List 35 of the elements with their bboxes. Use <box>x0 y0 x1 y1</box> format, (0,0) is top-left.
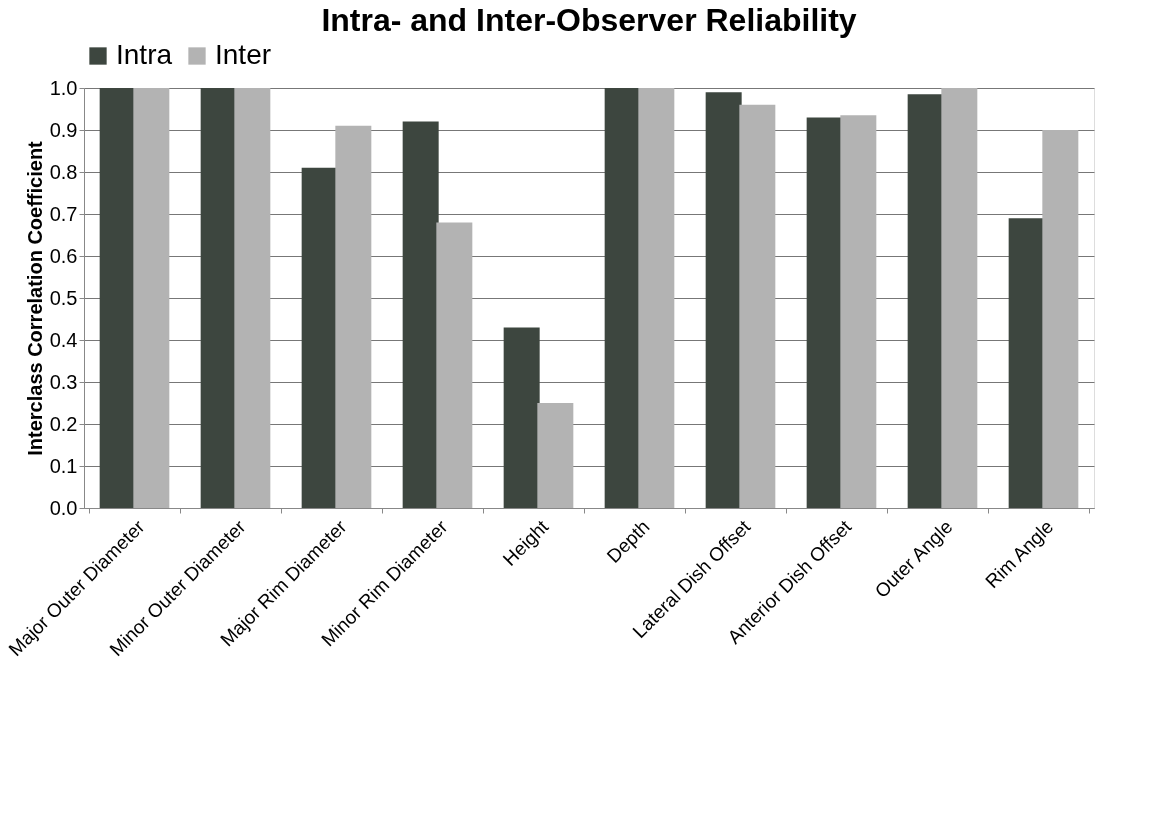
bar <box>1008 218 1045 508</box>
bar <box>200 88 237 508</box>
y-axis-title: Interclass Correlation Coefficient <box>23 140 46 456</box>
y-tick-label: 1.0 <box>49 76 78 99</box>
bar <box>907 94 944 508</box>
legend-label: Intra <box>116 39 173 70</box>
bar <box>604 88 641 508</box>
y-tick-label: 0.7 <box>49 202 78 225</box>
bar <box>99 88 136 508</box>
bar <box>739 104 776 508</box>
bar <box>301 167 338 508</box>
bar <box>234 88 271 508</box>
bar <box>806 117 843 508</box>
bar <box>840 115 877 508</box>
bar <box>402 121 439 508</box>
y-tick-label: 0.4 <box>49 328 78 351</box>
y-tick-label: 0.1 <box>49 454 78 477</box>
y-tick-label: 0.6 <box>49 244 78 267</box>
y-tick-label: 0.3 <box>49 370 78 393</box>
y-tick-label: 0.9 <box>49 118 78 141</box>
bar <box>436 222 473 508</box>
chart-title: Intra- and Inter-Observer Reliability <box>321 2 857 38</box>
bar <box>503 327 540 508</box>
bar <box>941 88 978 508</box>
y-tick-label: 0.5 <box>49 286 78 309</box>
y-tick-label: 0.0 <box>49 496 78 519</box>
bar <box>335 125 372 508</box>
y-tick-label: 0.2 <box>49 412 78 435</box>
bar <box>133 88 170 508</box>
bar <box>638 88 675 508</box>
bar <box>705 92 742 508</box>
bar <box>1042 130 1079 508</box>
legend-label: Inter <box>215 39 272 70</box>
y-tick-label: 0.8 <box>49 160 78 183</box>
bar <box>537 403 574 508</box>
